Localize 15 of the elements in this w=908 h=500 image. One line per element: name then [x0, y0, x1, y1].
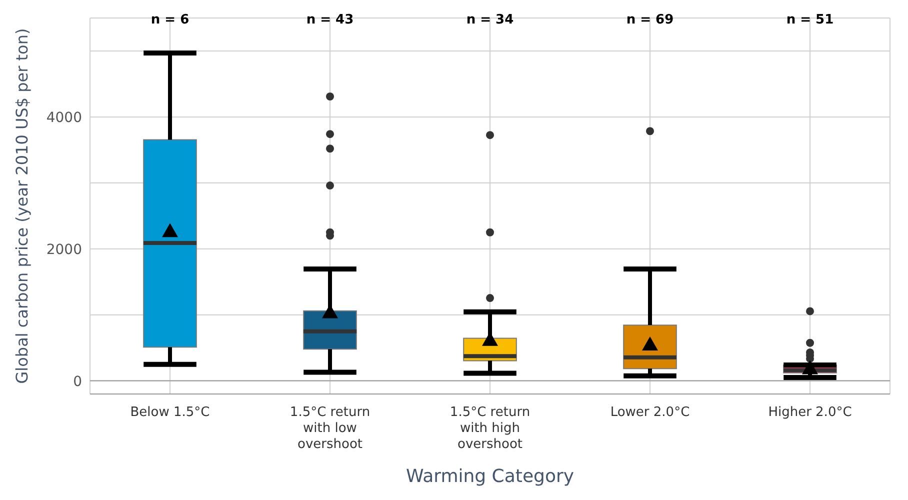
annotation: n = 69 — [626, 12, 674, 28]
y-axis-title: Global carbon price (year 2010 US$ per ton) — [12, 28, 32, 384]
x-tick-label: 1.5°C return with low overshoot — [290, 405, 370, 452]
annotation: n = 51 — [786, 12, 834, 28]
x-tick-label: Higher 2.0°C — [768, 405, 852, 420]
y-tick-label: 0 — [73, 374, 82, 390]
x-tick-label: Lower 2.0°C — [610, 405, 690, 420]
annotation: n = 6 — [150, 12, 190, 28]
x-axis-title: Warming Category — [406, 466, 574, 487]
x-tick-label: Below 1.5°C — [130, 405, 210, 420]
y-tick-label: 2000 — [46, 242, 82, 258]
y-tick-label: 4000 — [46, 110, 82, 126]
annotation: n = 34 — [466, 12, 514, 28]
x-tick-label: 1.5°C return with high overshoot — [450, 405, 530, 452]
annotation: n = 43 — [306, 12, 354, 28]
